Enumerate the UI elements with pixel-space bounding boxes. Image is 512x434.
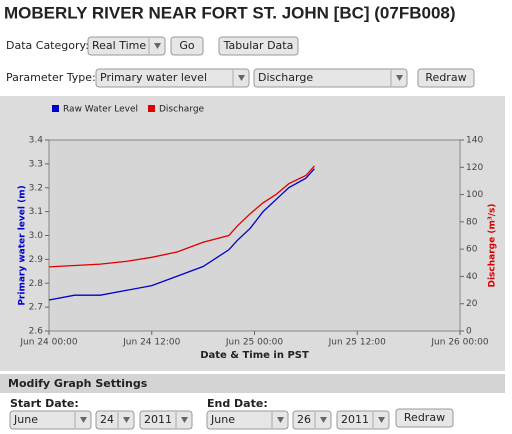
dropdown-arrow: [80, 417, 87, 423]
field-label: End Date:: [207, 397, 268, 410]
x-tick-label: Jun 25 12:00: [328, 338, 386, 348]
dropdown-value[interactable]: Discharge: [258, 71, 313, 84]
legend-label: Raw Water Level: [63, 105, 138, 115]
dropdown-value[interactable]: 2011: [144, 413, 172, 426]
button-label[interactable]: Redraw: [404, 411, 445, 424]
x-tick-label: Jun 24 12:00: [122, 338, 180, 348]
series-line: [48, 168, 315, 301]
y2-axis-title: Discharge (m³/s): [488, 203, 498, 287]
legend-label: Discharge: [159, 105, 205, 115]
y-tick-label: 3.1: [29, 207, 43, 217]
y2-tick-label: 0: [466, 327, 472, 337]
button[interactable]: [170, 36, 204, 56]
button-label[interactable]: Go: [179, 39, 195, 52]
legend-swatch: [52, 105, 59, 112]
series-line: [48, 165, 315, 268]
dropdown-arrow: [277, 417, 284, 423]
dropdown[interactable]: [95, 410, 135, 430]
dropdown-value[interactable]: June: [13, 413, 38, 426]
dropdown-value[interactable]: 2011: [341, 413, 369, 426]
field-label: Start Date:: [10, 397, 79, 410]
y2-tick-label: 20: [466, 299, 478, 309]
dropdown-arrow: [154, 43, 161, 49]
y2-tick-label: 80: [466, 217, 478, 227]
y2-tick-label: 140: [466, 136, 483, 146]
button-label[interactable]: Redraw: [425, 71, 466, 84]
dropdown[interactable]: [292, 410, 332, 430]
y-tick-label: 3.0: [29, 231, 44, 241]
dropdown-value[interactable]: 24: [100, 413, 114, 426]
dropdown[interactable]: [87, 36, 166, 56]
dropdown-value[interactable]: Real Time: [92, 39, 146, 52]
field-label: Data Category:: [6, 39, 89, 52]
x-tick-label: Jun 26 00:00: [430, 338, 488, 348]
dropdown-arrow: [320, 417, 327, 423]
y2-tick-label: 60: [466, 245, 478, 255]
y-tick-label: 2.8: [29, 279, 44, 289]
dropdown-arrow: [378, 417, 385, 423]
y2-tick-label: 40: [466, 272, 478, 282]
y-tick-label: 2.7: [29, 303, 43, 313]
y-tick-label: 2.6: [29, 327, 44, 337]
x-axis-title: Date & Time in PST: [200, 350, 309, 361]
y-tick-label: 3.2: [29, 183, 43, 193]
dropdown-value[interactable]: Primary water level: [100, 71, 207, 84]
page-title: MOBERLY RIVER NEAR FORT ST. JOHN [BC] (0…: [4, 3, 456, 22]
dropdown-arrow: [396, 75, 403, 81]
button[interactable]: [218, 36, 299, 56]
button[interactable]: [395, 408, 454, 428]
y-tick-label: 2.9: [29, 255, 44, 265]
dropdown[interactable]: [253, 68, 408, 88]
dropdown-arrow: [181, 417, 188, 423]
dropdown[interactable]: [336, 410, 390, 430]
dropdown[interactable]: [206, 410, 289, 430]
x-tick-label: Jun 24 00:00: [19, 338, 77, 348]
button-label[interactable]: Tabular Data: [223, 39, 294, 52]
x-tick-label: Jun 25 00:00: [225, 338, 283, 348]
dropdown[interactable]: [95, 68, 250, 88]
y-axis-title: Primary water level (m): [18, 185, 28, 305]
dropdown-value[interactable]: June: [210, 413, 235, 426]
dropdown[interactable]: [139, 410, 193, 430]
plot-area: [48, 139, 461, 332]
dropdown-arrow: [123, 417, 130, 423]
legend-swatch: [148, 105, 155, 112]
settings-bar: [0, 374, 505, 393]
settings-title: Modify Graph Settings: [8, 377, 148, 390]
dropdown-value[interactable]: 26: [297, 413, 311, 426]
y2-tick-label: 100: [466, 190, 483, 200]
dropdown-arrow: [238, 75, 245, 81]
y-tick-label: 3.3: [29, 159, 43, 169]
y-tick-label: 3.4: [29, 136, 44, 146]
field-label: Parameter Type:: [6, 71, 96, 84]
dropdown[interactable]: [9, 410, 92, 430]
y2-tick-label: 120: [466, 163, 483, 173]
button[interactable]: [417, 68, 475, 88]
